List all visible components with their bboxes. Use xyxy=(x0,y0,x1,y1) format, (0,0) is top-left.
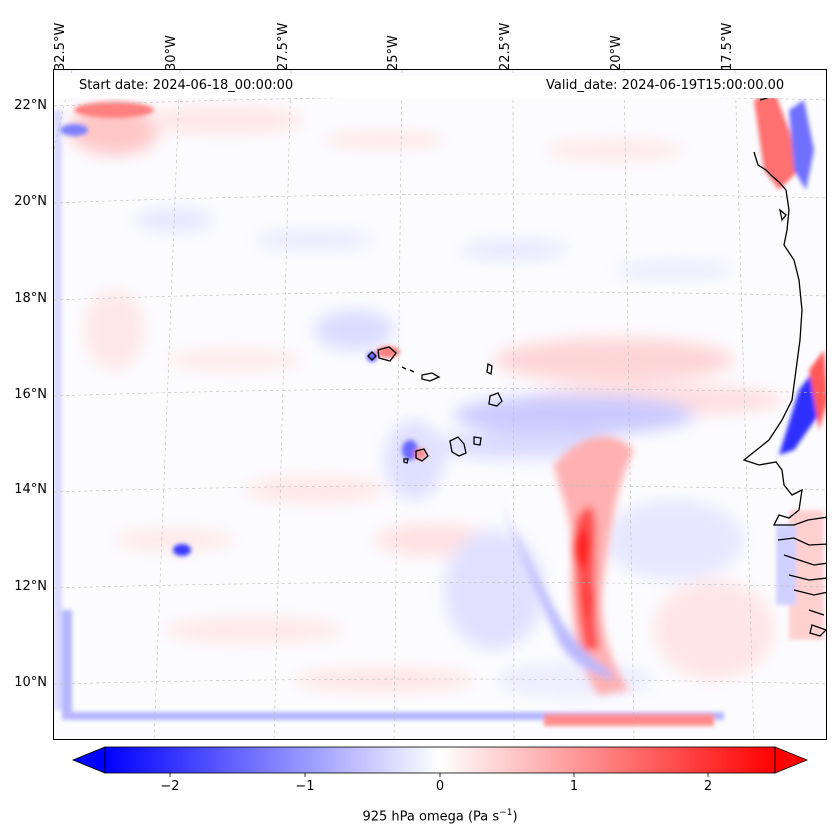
lat-label-14n: 14°N xyxy=(14,482,47,497)
lat-label-20n: 20°N xyxy=(14,194,47,209)
lon-label-27.5w: 27.5°W xyxy=(276,22,291,71)
lat-label-18n: 18°N xyxy=(14,291,47,306)
omega-field-patches xyxy=(69,105,784,698)
lat-label-16n: 16°N xyxy=(14,387,47,402)
start-date-text: Start date: 2024-06-18_00:00:00 xyxy=(79,78,294,93)
colorbar-gradient xyxy=(104,746,776,774)
lat-label-10n: 10°N xyxy=(14,675,47,690)
map-frame: Start date: 2024-06-18_00:00:00 Valid_da… xyxy=(53,69,827,740)
colorbar-tick-1: 1 xyxy=(569,779,579,794)
colorbar-label-text: 925 hPa omega (Pa s xyxy=(362,809,500,825)
valid-date-text: Valid_date: 2024-06-19T15:00:00.00 xyxy=(546,78,785,93)
cape-verde-islands xyxy=(367,346,503,464)
boundary-bands xyxy=(54,102,724,726)
lon-label-20w: 20°W xyxy=(609,35,624,71)
colorbar-extend-low xyxy=(71,746,106,774)
convergence-band xyxy=(494,436,634,695)
colorbar-ticks xyxy=(169,773,709,777)
graticule xyxy=(54,70,826,739)
lon-label-17.5w: 17.5°W xyxy=(720,22,735,71)
colorbar-tick-neg1: −1 xyxy=(295,779,315,794)
lat-label-12n: 12°N xyxy=(14,579,47,594)
lat-label-22n: 22°N xyxy=(14,98,47,113)
omega-field-map xyxy=(54,70,826,739)
coastal-features xyxy=(754,90,826,640)
lon-label-25w: 25°W xyxy=(386,35,401,71)
coastline xyxy=(742,87,826,637)
colorbar-tick-neg2: −2 xyxy=(160,779,180,794)
colorbar-extend-high xyxy=(774,746,809,774)
colorbar-tick-2: 2 xyxy=(703,779,713,794)
lon-label-30w: 30°W xyxy=(164,35,179,71)
colorbar-label-exponent: −1 xyxy=(499,808,513,818)
lon-label-22.5w: 22.5°W xyxy=(498,22,513,71)
colorbar xyxy=(71,746,809,777)
lon-label-32.5w: 32.5°W xyxy=(53,22,68,71)
colorbar-label-close: ) xyxy=(512,809,518,825)
colorbar-label: 925 hPa omega (Pa s−1) xyxy=(0,808,837,824)
colorbar-tick-0: 0 xyxy=(435,779,445,794)
